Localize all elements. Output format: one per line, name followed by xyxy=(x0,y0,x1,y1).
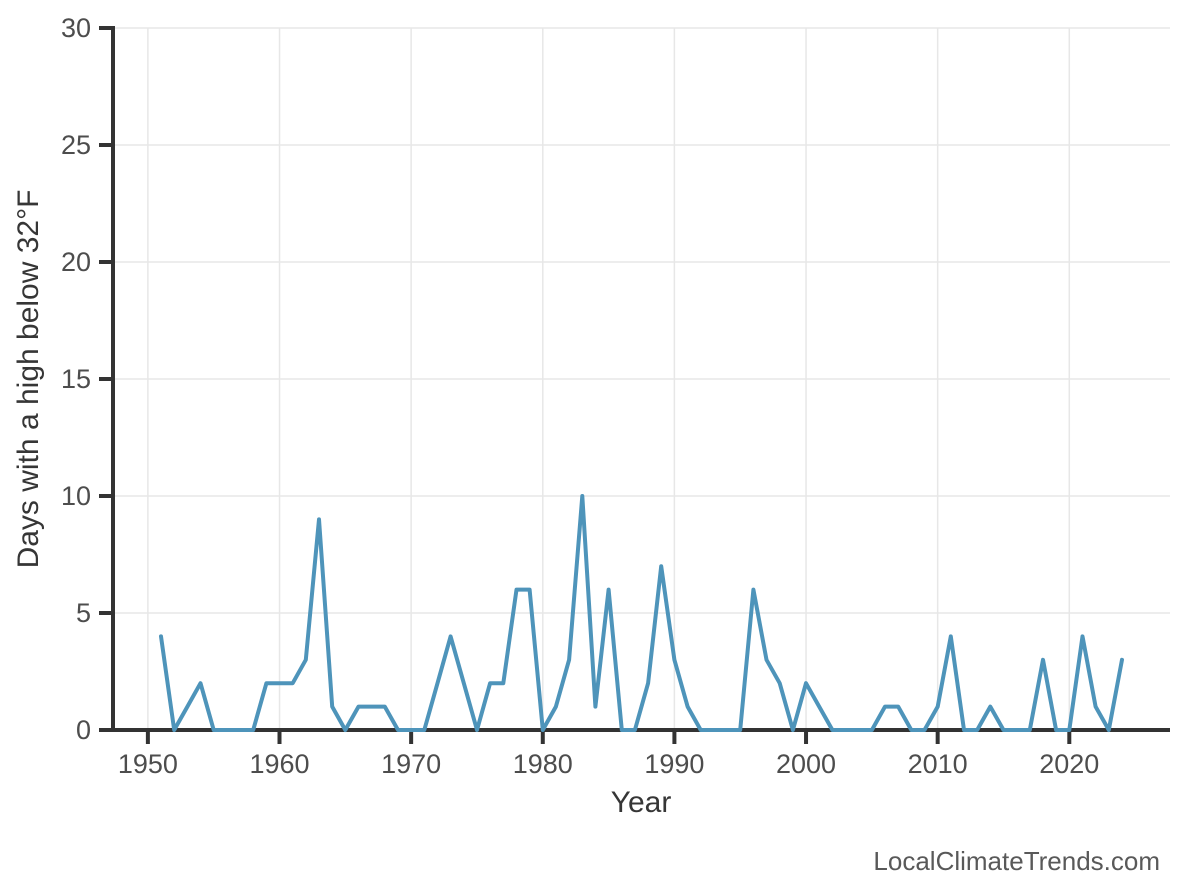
y-tick-label: 30 xyxy=(61,13,91,43)
x-tick-label: 1990 xyxy=(644,749,704,779)
y-tick-label: 5 xyxy=(76,598,91,628)
y-tick-label: 25 xyxy=(61,130,91,160)
x-tick-label: 1970 xyxy=(381,749,441,779)
x-axis-title: Year xyxy=(611,786,672,819)
y-tick-label: 10 xyxy=(61,481,91,511)
x-tick-label: 2010 xyxy=(908,749,968,779)
y-tick-labels: 0 5 10 15 20 25 30 xyxy=(61,13,91,745)
axes-spines xyxy=(111,26,1170,732)
x-tick-label: 2000 xyxy=(776,749,836,779)
x-tick-label: 1960 xyxy=(249,749,309,779)
watermark: LocalClimateTrends.com xyxy=(873,846,1160,876)
y-tick-label: 15 xyxy=(61,364,91,394)
x-tick-label: 1950 xyxy=(118,749,178,779)
y-tick-label: 0 xyxy=(76,715,91,745)
x-tick-label: 1980 xyxy=(513,749,573,779)
data-line-series xyxy=(159,494,1124,732)
x-tick-label: 2020 xyxy=(1039,749,1099,779)
y-tick-label: 20 xyxy=(61,247,91,277)
x-tick-labels: 1950 1960 1970 1980 1990 2000 2010 2020 xyxy=(118,749,1099,779)
gridlines xyxy=(113,27,1170,730)
axis-ticks xyxy=(99,26,1072,744)
y-axis-title: Days with a high below 32°F xyxy=(12,190,45,569)
